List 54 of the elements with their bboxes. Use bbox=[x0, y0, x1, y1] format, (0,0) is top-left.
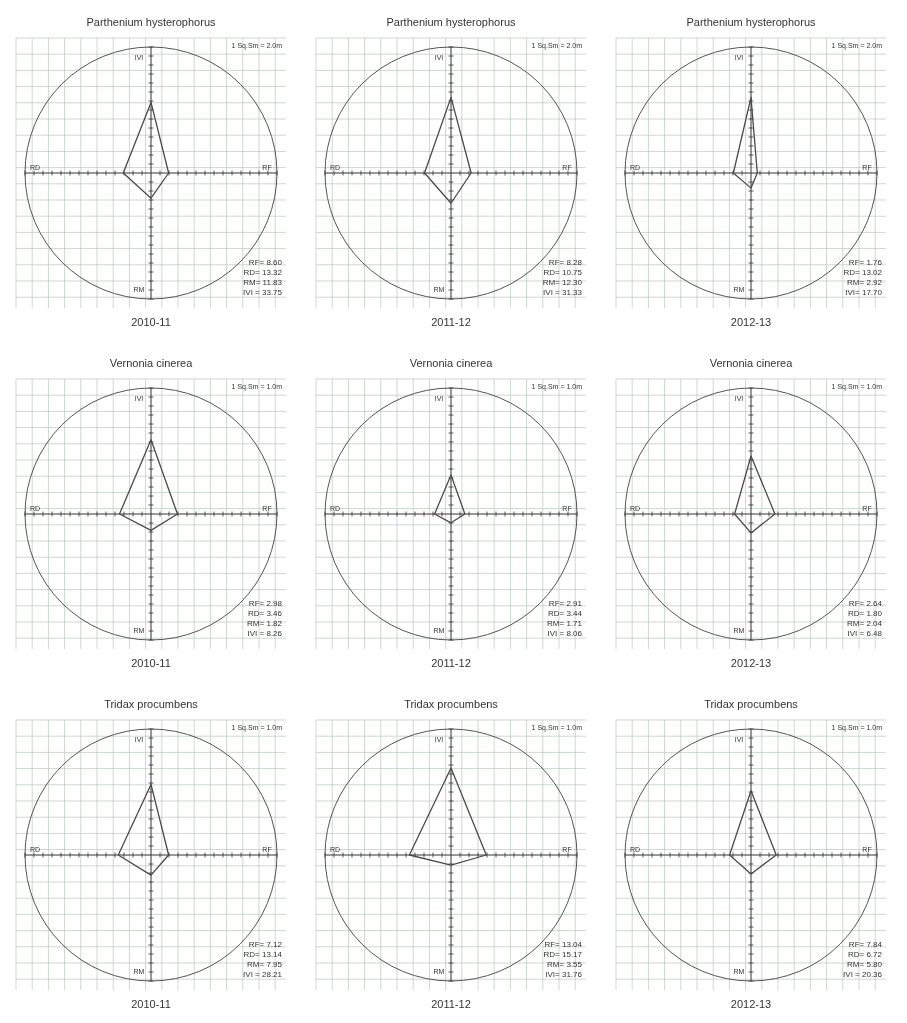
text: RD= 13.14 bbox=[243, 950, 283, 959]
text: 2010-11 bbox=[131, 657, 171, 669]
chart-title: Tridax procumbens bbox=[104, 698, 199, 710]
text: RM= 11.83 bbox=[243, 278, 283, 287]
text: IVI = 20.36 bbox=[843, 970, 883, 979]
text: IVI = 31.33 bbox=[543, 288, 583, 297]
chart-title: Tridax procumbens bbox=[704, 698, 799, 710]
chart-title: Vernonia cinerea bbox=[709, 357, 794, 369]
text: RM= 7.95 bbox=[247, 960, 283, 969]
text: IVI= 17.70 bbox=[845, 288, 883, 297]
text: RF= 13.04 bbox=[544, 940, 583, 949]
chart-title: Vernonia cinerea bbox=[409, 357, 494, 369]
text: RM= 5.80 bbox=[847, 960, 883, 969]
text: IVI= 31.76 bbox=[545, 970, 583, 979]
text: RF= 7.12 bbox=[248, 940, 283, 949]
chart-title: Parthenium hysterophorus bbox=[386, 16, 517, 28]
text: RF= 7.84 bbox=[848, 940, 883, 949]
text: RF= 8.28 bbox=[548, 258, 583, 267]
text: RF= 8.60 bbox=[248, 258, 283, 267]
text: 2011-12 bbox=[431, 657, 471, 669]
text: 2010-11 bbox=[131, 316, 171, 328]
text: RD= 10.75 bbox=[543, 268, 583, 277]
chart-title: Tridax procumbens bbox=[404, 698, 499, 710]
text: RD= 15.17 bbox=[543, 950, 583, 959]
text: RD= 3.46 bbox=[247, 609, 283, 618]
text: RF= 1.76 bbox=[848, 258, 883, 267]
text: RD= 3.44 bbox=[547, 609, 583, 618]
text: RM= 12.30 bbox=[542, 278, 583, 287]
text: 2010-11 bbox=[131, 998, 171, 1010]
text: RM= 3.55 bbox=[547, 960, 583, 969]
text: IVI = 6.48 bbox=[847, 629, 883, 638]
text: 2011-12 bbox=[431, 998, 471, 1010]
text: 2011-12 bbox=[431, 316, 471, 328]
text: RM= 2.92 bbox=[847, 278, 883, 287]
text: 2012-13 bbox=[730, 316, 772, 328]
text: IVI = 28.21 bbox=[243, 970, 283, 979]
text: 2012-13 bbox=[730, 998, 772, 1010]
text: RF= 2.64 bbox=[848, 599, 883, 608]
text: 2012-13 bbox=[730, 657, 772, 669]
text: RF= 2.91 bbox=[548, 599, 583, 608]
text: RD= 1.80 bbox=[847, 609, 883, 618]
text: RM= 2.04 bbox=[847, 619, 883, 628]
text: RD= 13.02 bbox=[843, 268, 883, 277]
text: IVI = 8.26 bbox=[247, 629, 283, 638]
chart-title: Parthenium hysterophorus bbox=[686, 16, 817, 28]
text: IVI = 8.06 bbox=[547, 629, 583, 638]
text: RM= 1.82 bbox=[247, 619, 283, 628]
text: RD= 13.32 bbox=[243, 268, 283, 277]
text: RM= 1.71 bbox=[547, 619, 583, 628]
chart-title: Parthenium hysterophorus bbox=[86, 16, 217, 28]
text: IVI = 33.75 bbox=[243, 288, 283, 297]
text: RD= 6.72 bbox=[847, 950, 883, 959]
chart-title: Vernonia cinerea bbox=[109, 357, 194, 369]
text: RF= 2.98 bbox=[248, 599, 283, 608]
